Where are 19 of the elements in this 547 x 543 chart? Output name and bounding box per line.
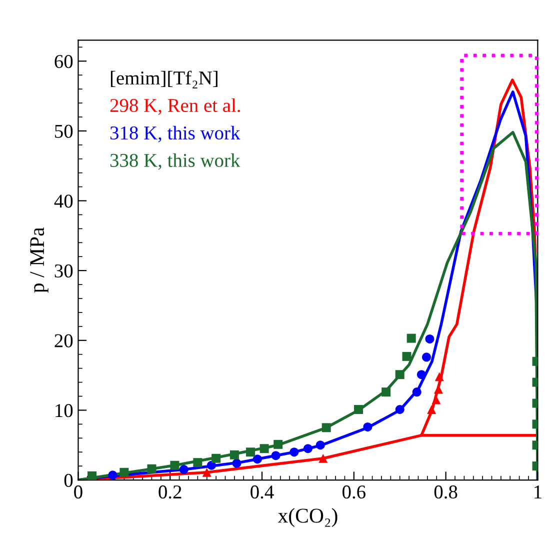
x-tick-label: 0 — [74, 485, 82, 499]
legend-title: [emim][Tf₂N] — [110, 70, 218, 88]
y-tick-label: 40 — [54, 194, 73, 208]
y-axis-title: p / MPa — [30, 227, 48, 293]
x-tick-label: 0.6 — [342, 485, 366, 499]
y-tick-label: 60 — [54, 54, 73, 68]
x-tick-label: 0.8 — [434, 485, 458, 499]
y-tick-label: 10 — [56, 404, 73, 418]
text: 318 K, this work — [110, 126, 240, 142]
x-tick-label: 0.2 — [158, 485, 182, 499]
y-tick-label: 50 — [55, 124, 73, 138]
text: 298 K, Ren et al. — [110, 98, 240, 115]
text: 338 K, this work — [110, 153, 240, 170]
y-tick-label: 20 — [54, 334, 73, 348]
y-tick-label: 0 — [64, 474, 73, 487]
x-tick-label: 1 — [534, 486, 542, 498]
x-tick-label: 0.4 — [250, 485, 274, 499]
y-tick-label: 30 — [54, 264, 73, 278]
x-axis-title: x(CO₂) — [278, 508, 338, 527]
